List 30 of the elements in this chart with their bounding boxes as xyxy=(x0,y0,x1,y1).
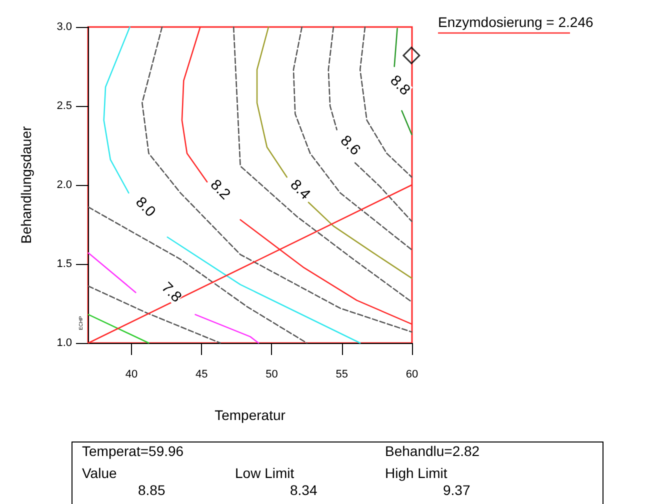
y-tick-label: 1.5 xyxy=(56,258,72,270)
y-tick-label: 1.0 xyxy=(56,337,72,349)
annotation: 8.4 xyxy=(286,176,314,204)
line-series xyxy=(292,26,412,250)
text: Behandlu=2.82 xyxy=(385,443,480,459)
text: Low Limit xyxy=(235,465,294,481)
annotation: 8.2 xyxy=(206,176,234,204)
y-axis-title: Behandlungsdauer xyxy=(18,126,34,244)
x-tick-label: 40 xyxy=(125,368,138,380)
x-tick-label: 55 xyxy=(336,368,348,380)
x-tick-label: 60 xyxy=(406,368,418,380)
x-tick-label: 45 xyxy=(195,368,208,380)
annotation: 8.0 xyxy=(132,194,159,220)
text: Temperat=59.96 xyxy=(82,443,184,459)
text: Enzymdosierung = 2.246 xyxy=(438,14,594,30)
annotation: 7.8 xyxy=(158,279,185,306)
text: 8.85 xyxy=(138,482,166,498)
x-axis-title: Temperatur xyxy=(214,407,286,423)
annotation: 8.6 xyxy=(336,132,364,159)
line-series xyxy=(232,26,412,303)
text: 8.34 xyxy=(290,482,318,498)
annotation: 8.8 xyxy=(386,72,414,99)
x-tick-label: 50 xyxy=(266,368,278,380)
y-tick-label: 3.0 xyxy=(56,21,72,33)
text: Value xyxy=(82,465,117,481)
line-series xyxy=(359,26,412,178)
y-tick-label: 2.5 xyxy=(56,100,72,112)
y-tick-label: 2.0 xyxy=(56,179,72,191)
text: 9.37 xyxy=(443,482,470,498)
text: High Limit xyxy=(385,465,448,481)
